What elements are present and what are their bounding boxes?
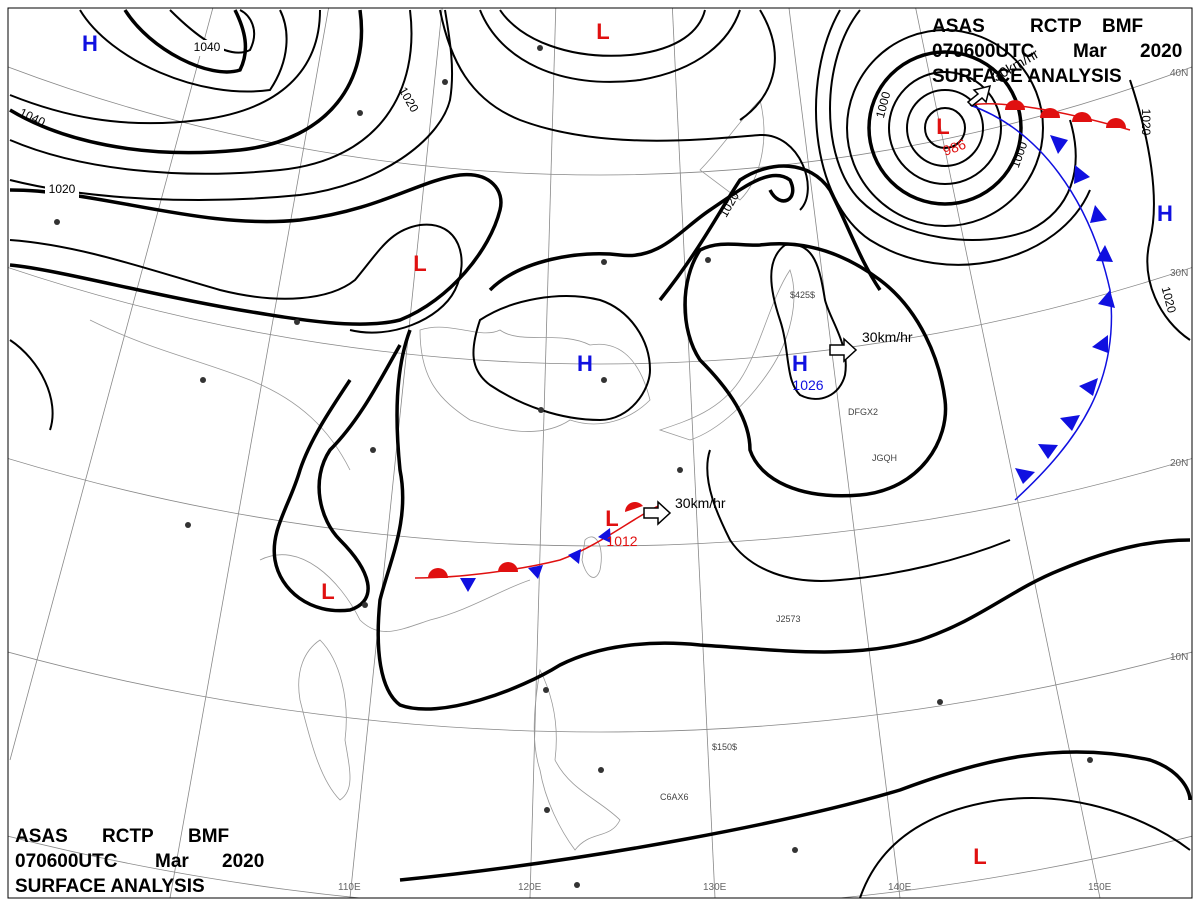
station-id: DFGX2 — [848, 407, 878, 417]
low-center: L — [413, 251, 426, 276]
fronts — [414, 100, 1131, 592]
motion-arrows — [643, 84, 992, 526]
header-top: ASAS RCTP BMF 070600UTC Mar 2020 SURFACE… — [932, 16, 1182, 87]
high-center: H — [792, 351, 808, 376]
header-text: 2020 — [222, 851, 264, 872]
station-id: JGQH — [872, 453, 897, 463]
longitude-label: 150E — [1088, 882, 1112, 893]
latitude-label: 30N — [1170, 268, 1188, 279]
longitude-label: 140E — [888, 882, 912, 893]
header-text: Mar — [1073, 41, 1107, 62]
station-id: $150$ — [712, 742, 737, 752]
low-center: L — [596, 19, 609, 44]
header-bottom: ASAS RCTP BMF 070600UTC Mar 2020 SURFACE… — [15, 826, 264, 897]
latitude-label: 40N — [1170, 68, 1188, 79]
isobar-label: 1040 — [194, 40, 221, 54]
station-ids: JGQH DFGX2 C6AX6 J2573 $425$ $150$ — [660, 290, 897, 802]
stationary-front — [414, 504, 661, 579]
isobar-label: 1020 — [1159, 285, 1180, 315]
station-id: J2573 — [776, 614, 801, 624]
header-text: 070600UTC — [15, 851, 118, 872]
header-text: SURFACE ANALYSIS — [15, 876, 205, 897]
header-text: Mar — [155, 851, 189, 872]
longitude-label: 110E — [338, 882, 361, 893]
latitude-label: 10N — [1170, 652, 1188, 663]
low-center: L — [605, 506, 618, 531]
warm-front-marks — [1005, 100, 1126, 128]
header-text: BMF — [188, 826, 229, 847]
longitude-label: 120E — [518, 882, 542, 893]
longitude-label: 130E — [703, 882, 727, 893]
isobars — [9, 9, 1192, 898]
low-center: L — [321, 579, 334, 604]
high-center: H — [577, 351, 593, 376]
header-text: RCTP — [1030, 16, 1082, 37]
header-text: RCTP — [102, 826, 154, 847]
high-center: H — [1157, 201, 1173, 226]
header-text: SURFACE ANALYSIS — [932, 66, 1122, 87]
header-text: ASAS — [15, 826, 68, 847]
header-text: BMF — [1102, 16, 1143, 37]
warm-front — [969, 102, 1131, 131]
map-frame — [7, 7, 1193, 899]
low-center: L — [936, 114, 949, 139]
motion-label: 30km/hr — [862, 329, 913, 345]
center-value: 1012 — [606, 533, 637, 549]
station-id: $425$ — [790, 290, 815, 300]
station-id: C6AX6 — [660, 792, 689, 802]
stations — [54, 45, 1093, 888]
isobar-label: 1020 — [1139, 109, 1153, 136]
center-value: 986 — [941, 136, 969, 159]
isobar-label: 1020 — [49, 182, 76, 196]
header-text: 2020 — [1140, 41, 1182, 62]
header-text: 070600UTC — [932, 41, 1035, 62]
low-center: L — [973, 844, 986, 869]
pressure-centers: H L L H H 1026 L 986 H L 1012 L L — [82, 19, 1173, 869]
isobar-label: 1000 — [873, 90, 894, 120]
center-value: 1026 — [792, 377, 823, 393]
header-text: ASAS — [932, 16, 985, 37]
grid-labels: 110E 120E 130E 140E 150E 40N 30N 20N 10N — [338, 68, 1188, 893]
latitude-label: 20N — [1170, 458, 1188, 469]
motion-label: 30km/hr — [675, 495, 726, 511]
high-center: H — [82, 31, 98, 56]
